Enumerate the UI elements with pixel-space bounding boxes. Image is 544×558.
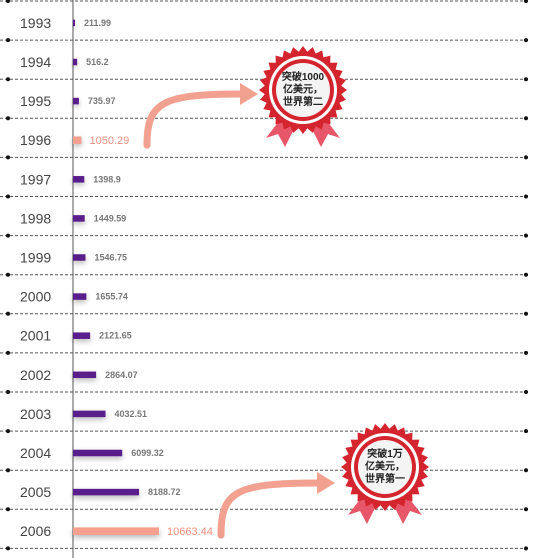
value-label-2001: 2121.65 (99, 331, 132, 341)
value-label-1994: 516.2 (86, 57, 109, 67)
value-label-2004: 6099.32 (131, 448, 164, 458)
bar-1995 (73, 97, 79, 105)
grid-dot-right (524, 233, 528, 238)
badge-text-line: 突破1万 (367, 447, 403, 460)
year-label-2001: 2001 (20, 328, 51, 344)
grid-dot-left (6, 311, 10, 316)
year-label-2002: 2002 (20, 367, 51, 383)
grid-dot-left (6, 77, 10, 82)
grid-dot-right (524, 546, 528, 551)
grid-dot-right (524, 311, 528, 316)
value-label-2006: 10663.44 (167, 526, 213, 538)
grid-dot-right (524, 468, 528, 473)
value-label-1996: 1050.29 (89, 135, 129, 147)
year-label-2003: 2003 (20, 406, 51, 422)
grid-dot-right (524, 38, 528, 43)
year-label-1994: 1994 (20, 54, 51, 70)
year-label-2000: 2000 (20, 289, 51, 305)
value-label-1993: 211.99 (84, 18, 111, 28)
callout-arrow-2006 (217, 472, 335, 539)
grid-dot-right (524, 507, 528, 512)
value-label-1998: 1449.59 (94, 213, 127, 223)
year-label-2006: 2006 (20, 523, 51, 539)
bar-1997 (73, 176, 85, 183)
grid-dot-right (524, 77, 528, 82)
grid-dot-right (524, 429, 528, 434)
grid-dot-right (524, 350, 528, 355)
year-label-1995: 1995 (20, 93, 51, 109)
year-label-1996: 1996 (20, 132, 51, 148)
grid-dot-left (6, 272, 10, 277)
bar-2002 (73, 371, 97, 379)
bar-1994 (73, 58, 78, 66)
bar-1996 (73, 136, 82, 144)
grid-dot-right (524, 155, 528, 160)
grid-dot-right (524, 272, 528, 277)
grid-dot-right (524, 390, 528, 394)
year-label-2004: 2004 (20, 445, 51, 461)
badge-text-line: 突破1000 (282, 70, 325, 83)
value-label-1995: 735.97 (88, 96, 116, 106)
bar-2004 (73, 449, 123, 457)
grid-dot-right (524, 0, 528, 3)
bar-1998 (73, 215, 85, 222)
badge-text-line: 亿美元， (283, 83, 323, 96)
year-label-1998: 1998 (20, 210, 51, 226)
arrow-shaft (217, 479, 323, 539)
grid-dot-left (6, 468, 10, 473)
bar-2005 (73, 488, 140, 496)
bar-2006 (73, 527, 159, 535)
callout-arrow-1996 (143, 83, 258, 149)
bar-2001 (73, 332, 91, 339)
value-label-2000: 1655.74 (95, 292, 128, 302)
arrow-shaft (143, 90, 246, 149)
value-label-1997: 1398.9 (93, 174, 121, 184)
bar-1993 (73, 19, 75, 27)
year-label-1997: 1997 (20, 171, 51, 187)
grid-dot-left (6, 0, 10, 3)
grid-dot-left (6, 390, 10, 394)
grid-dot-left (6, 350, 10, 355)
year-label-1993: 1993 (20, 15, 51, 31)
grid-dot-left (6, 429, 10, 434)
arrow-head (317, 472, 335, 494)
bar-2000 (73, 293, 87, 300)
grid-dot-right (524, 194, 528, 199)
value-label-1999: 1546.75 (94, 252, 127, 262)
grid-dot-left (6, 116, 10, 121)
badge-text-line: 世界第一 (365, 472, 405, 485)
grid-dot-left (6, 233, 10, 238)
year-label-1999: 1999 (20, 249, 51, 265)
seal-center (276, 63, 330, 117)
chart-rows (0, 0, 530, 551)
year-label-2005: 2005 (20, 484, 51, 500)
grid-dot-left (6, 38, 10, 43)
bar-1999 (73, 254, 86, 261)
grid-dot-left (6, 194, 10, 199)
value-label-2002: 2864.07 (105, 370, 138, 380)
grid-dot-left (6, 155, 10, 160)
value-label-2003: 4032.51 (115, 409, 148, 419)
grid-dot-left (6, 507, 10, 512)
value-label-2005: 8188.72 (148, 487, 181, 497)
grid-dot-right (524, 116, 528, 121)
badge-text-line: 亿美元， (365, 460, 405, 473)
chart-labels: 1993 211.99 1994 516.2 1995 735.97 1996 1050.29… (20, 15, 213, 539)
chart-bars (73, 19, 159, 538)
seal-center (358, 440, 412, 494)
arrow-head (240, 83, 258, 105)
badge-text-line: 世界第二 (283, 95, 323, 108)
grid-dot-left (6, 546, 10, 551)
bar-2003 (73, 410, 106, 418)
